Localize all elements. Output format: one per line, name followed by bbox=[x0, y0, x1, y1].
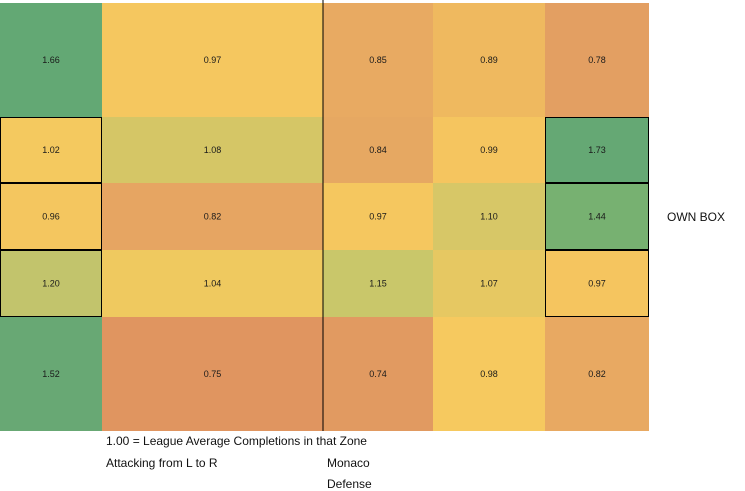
heatmap-cell-r1-c4 bbox=[433, 3, 545, 117]
heatmap-cell-r1-c2 bbox=[102, 3, 323, 117]
heatmap-value-r2-c2: 1.08 bbox=[204, 145, 222, 155]
left-box-outline-row-3 bbox=[0, 183, 102, 250]
league-average-note: 1.00 = League Average Completions in tha… bbox=[106, 434, 367, 448]
heatmap-value-r3-c4: 1.10 bbox=[480, 212, 498, 222]
left-box-outline-row-2 bbox=[0, 117, 102, 183]
own-box-outline-row-2 bbox=[545, 117, 649, 183]
heatmap-cell-r4-c2 bbox=[102, 250, 323, 317]
heatmap-cell-r5-c3 bbox=[323, 317, 433, 431]
heatmap-cell-r1-c3 bbox=[323, 3, 433, 117]
heatmap-value-r5-c3: 0.74 bbox=[369, 369, 387, 379]
heatmap-cell-r2-c2 bbox=[102, 117, 323, 183]
heatmap-value-r2-c3: 0.84 bbox=[369, 145, 387, 155]
heatmap-cell-r4-c4 bbox=[433, 250, 545, 317]
heatmap-cell-r5-c4 bbox=[433, 317, 545, 431]
left-box-outline-row-4 bbox=[0, 250, 102, 317]
attack-direction-note: Attacking from L to R bbox=[106, 456, 218, 470]
heatmap-value-r4-c5: 0.97 bbox=[588, 279, 606, 289]
heatmap-value-r3-c3: 0.97 bbox=[369, 212, 387, 222]
heatmap-value-r5-c2: 0.75 bbox=[204, 369, 222, 379]
heatmap-value-r1-c1: 1.66 bbox=[42, 55, 60, 65]
heatmap-cell-r2-c4 bbox=[433, 117, 545, 183]
heatmap-cell-r3-c3 bbox=[323, 183, 433, 250]
heatmap-cell-r4-c1 bbox=[0, 250, 102, 317]
defense-label: Defense bbox=[327, 477, 372, 491]
heatmap-value-r4-c2: 1.04 bbox=[204, 279, 222, 289]
heatmap-cell-r1-c5 bbox=[545, 3, 649, 117]
heatmap-cell-r4-c5 bbox=[545, 250, 649, 317]
heatmap-cell-r3-c4 bbox=[433, 183, 545, 250]
heatmap-cell-r5-c1 bbox=[0, 317, 102, 431]
heatmap-cell-r5-c2 bbox=[102, 317, 323, 431]
heatmap-value-r4-c4: 1.07 bbox=[480, 279, 498, 289]
heatmap-value-r2-c1: 1.02 bbox=[42, 145, 60, 155]
heatmap-cell-r3-c5 bbox=[545, 183, 649, 250]
heatmap-cell-r3-c1 bbox=[0, 183, 102, 250]
heatmap-cell-r2-c3 bbox=[323, 117, 433, 183]
heatmap-value-r5-c5: 0.82 bbox=[588, 369, 606, 379]
heatmap-cell-r5-c5 bbox=[545, 317, 649, 431]
heatmap-cell-r4-c3 bbox=[323, 250, 433, 317]
heatmap-value-r4-c3: 1.15 bbox=[369, 279, 387, 289]
heatmap-cell-r2-c5 bbox=[545, 117, 649, 183]
heatmap-cell-r2-c1 bbox=[0, 117, 102, 183]
heatmap-value-r1-c3: 0.85 bbox=[369, 55, 387, 65]
own-box-outline-row-4 bbox=[545, 250, 649, 317]
heatmap-value-r2-c5: 1.73 bbox=[588, 145, 606, 155]
heatmap-value-r5-c1: 1.52 bbox=[42, 369, 60, 379]
heatmap-value-r2-c4: 0.99 bbox=[480, 145, 498, 155]
heatmap-cell-r1-c1 bbox=[0, 3, 102, 117]
heatmap-value-r3-c2: 0.82 bbox=[204, 212, 222, 222]
heatmap-value-r3-c1: 0.96 bbox=[42, 212, 60, 222]
heatmap-value-r4-c1: 1.20 bbox=[42, 279, 60, 289]
heatmap-value-r5-c4: 0.98 bbox=[480, 369, 498, 379]
heatmap-value-r3-c5: 1.44 bbox=[588, 212, 606, 222]
own-box-label: OWN BOX bbox=[667, 210, 726, 224]
heatmap-value-r1-c4: 0.89 bbox=[480, 55, 498, 65]
heatmap-value-r1-c5: 0.78 bbox=[588, 55, 606, 65]
team-name-label: Monaco bbox=[327, 456, 370, 470]
heatmap-cell-r3-c2 bbox=[102, 183, 323, 250]
heatmap-value-r1-c2: 0.97 bbox=[204, 55, 222, 65]
own-box-outline-row-3 bbox=[545, 183, 649, 250]
